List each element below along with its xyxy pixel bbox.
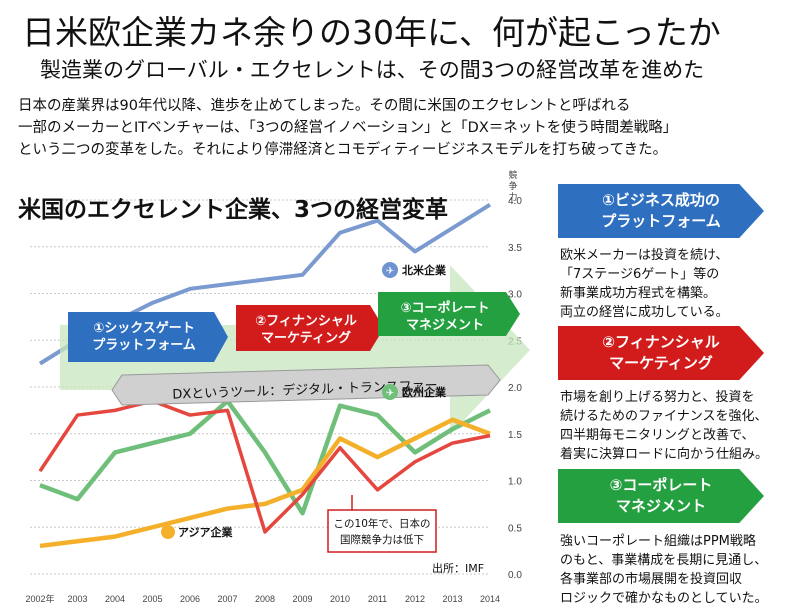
callout-text: この10年で、日本の [334,517,431,530]
x-tick-label: 2006 [180,594,200,604]
panel-header-platform: ①ビジネス成功の プラットフォーム [558,184,764,238]
page-subtitle: 製造業のグローバル・エクセレントは、その間3つの経営改革を進めた [40,58,705,82]
arrow-step-label: ①シックスゲート [93,320,195,336]
panel-header-line: ③コーポレート [609,476,713,494]
x-tick-label: 2004 [105,594,125,604]
panel-desc-platform: 欧米メーカーは投資を続け、 「7ステージ6ゲート」等の 新事業成功方程式を構築。… [560,246,729,322]
intro-line: という二つの変革をした。それにより停滞経済とコモディティービジネスモデルを打ち破… [18,142,668,158]
y-tick-label: 1.5 [508,430,522,441]
arrow-step [236,305,384,351]
x-tick-label: 2014 [480,594,500,604]
x-tick-label: 2009 [292,594,312,604]
competitiveness-chart: 0.00.51.01.52.02.53.03.54.0競争力2002年20032… [25,170,530,604]
chart-title: 米国のエクセレント企業、3つの経営変革 [18,197,449,223]
y-tick-label: 0.5 [508,523,522,534]
intro-text: 日本の産業界は90年代以降、進歩を止めてしまった。その間に米国のエクセレントと呼… [18,95,677,161]
y-axis-label-char: 競 [508,170,517,181]
arrow-step-label: プラットフォーム [92,338,196,353]
panel-desc-financial: 市場を創り上げる努力と、投資を 続けるためのファイナンスを強化、 四半期毎モニタ… [560,388,768,464]
y-tick-label: 2.0 [508,383,522,394]
x-tick-label: 2007 [217,594,237,604]
desc-line: 四半期毎モニタリングと改善で、 [560,428,755,443]
airplane-glyph: ✈ [386,388,394,399]
x-tick-label: 2008 [255,594,275,604]
y-tick-label: 4.0 [508,196,522,207]
y-tick-label: 1.0 [508,477,522,488]
label-europe: 欧州企業 [402,385,447,399]
x-tick-label: 2003 [67,594,87,604]
callout-box [327,509,437,553]
y-tick-label: 0.0 [508,570,522,581]
desc-line: 市場を創り上げる努力と、投資を [560,390,755,405]
airplane-icon [161,525,175,539]
label-north-america: 北米企業 [402,263,447,277]
panel-desc-corporate: 強いコーポレート組織はPPM戦略 のもと、事業構成を長期に見通し、 各事業部の市… [560,532,768,608]
panel-header-line: マーケティング [609,354,713,372]
dx-bar [111,364,501,406]
airplane-icon [382,384,398,400]
y-tick-label: 3.5 [508,243,522,254]
arrow-step-label: マネジメント [406,318,484,333]
arrow-step-label: マーケティング [261,330,351,346]
desc-line: 続けるためのファイナンスを強化、 [560,409,768,424]
desc-line: 各事業部の市場展開を投資回収 [560,572,743,587]
x-tick-label: 2013 [442,594,462,604]
arrow-step-label: ②フィナンシャル [255,314,357,329]
arrow-step [68,312,228,362]
x-tick-label: 2011 [368,594,387,604]
panel-header-line: プラットフォーム [601,212,721,230]
y-tick-label: 3.0 [508,290,522,301]
desc-line: のもと、事業構成を長期に見通し、 [560,553,768,568]
arrow-step-label: ③コーポレート [400,300,489,316]
x-tick-label: 2012 [405,594,425,604]
airplane-icon [382,262,398,278]
x-tick-label: 2005 [142,594,162,604]
intro-line: 一部のメーカーとITベンチャーは、「3つの経営イノベーション」と「DX＝ネットを… [18,120,678,136]
desc-line: 「7ステージ6ゲート」等の [560,267,720,282]
page-title: 日米欧企業カネ余りの30年に、何が起こったか [22,13,721,52]
desc-line: 新事業成功方程式を構築。 [560,286,717,301]
x-tick-label: 2010 [330,594,350,604]
desc-line: 強いコーポレート組織はPPM戦略 [560,534,756,549]
panel-header-line: ②フィナンシャル [602,333,720,351]
arrow-step [378,292,520,336]
desc-line: 欧米メーカーは投資を続け、 [560,248,729,263]
panel-header-line: ①ビジネス成功の [602,191,720,209]
panel-header-corporate: ③コーポレート マネジメント [558,469,764,523]
right-panel: ①ビジネス成功の プラットフォーム 欧米メーカーは投資を続け、 「7ステージ6ゲー… [538,180,808,613]
desc-line: ロジックで確かなものとしていた。 [560,591,768,606]
callout-text: 国際競争力は低下 [340,533,424,546]
airplane-glyph: ✈ [386,266,394,277]
source-note: 出所：IMF [432,561,484,575]
y-axis-label-char: 力 [508,191,517,203]
intro-line: 日本の産業界は90年代以降、進歩を止めてしまった。その間に米国のエクセレントと呼… [18,98,631,114]
label-asia: アジア企業 [178,525,234,539]
y-axis-label-char: 争 [508,180,517,192]
panel-header-line: マネジメント [615,497,706,515]
desc-line: 両立の経営に成功している。 [560,305,729,320]
desc-line: 着実に決算ロードに向かう仕組み。 [560,447,769,462]
x-tick-label: 2002年 [25,593,54,604]
panel-header-financial: ②フィナンシャル マーケティング [558,326,764,380]
